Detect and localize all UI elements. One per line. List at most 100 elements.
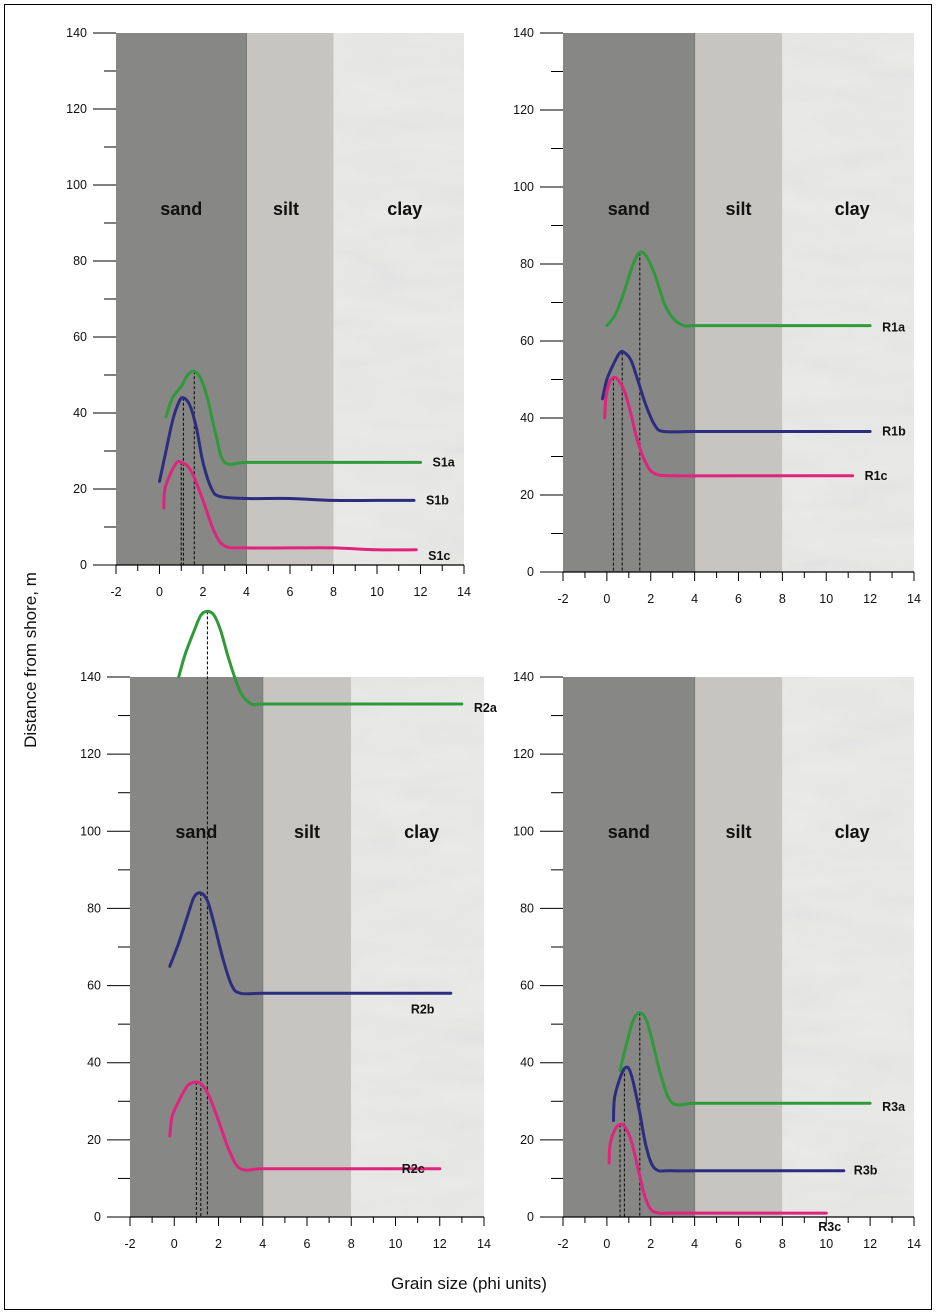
x-tick-label: 6 [287, 585, 294, 599]
x-tick-label: 8 [779, 592, 786, 606]
series-line-S1a [164, 369, 422, 466]
zone-label-clay: clay [404, 822, 439, 842]
x-tick-label: 4 [259, 1237, 266, 1251]
zone-sand-band [130, 677, 263, 1217]
zone-silt-band [246, 33, 334, 565]
series-label-R1c: R1c [865, 469, 888, 483]
x-tick-label: 14 [477, 1237, 491, 1251]
zone-label-clay: clay [835, 822, 870, 842]
x-tick-label: -2 [110, 585, 121, 599]
x-tick-label: 4 [691, 1237, 698, 1251]
zone-label-silt: silt [294, 822, 320, 842]
series-label-S1a: S1a [433, 455, 456, 469]
y-tick-label: 20 [73, 482, 87, 496]
x-tick-label: 0 [171, 1237, 178, 1251]
zone-label-clay: clay [835, 199, 870, 219]
series-label-S1c: S1c [428, 549, 450, 563]
x-tick-label: -2 [124, 1237, 135, 1251]
y-tick-label: 120 [66, 102, 87, 116]
series-line-R3a [618, 1011, 872, 1107]
x-tick-label: 2 [647, 1237, 654, 1251]
y-axis-label: Distance from shore, m [21, 572, 40, 748]
zone-clay-texture [351, 677, 484, 1217]
x-tick-label: 12 [414, 585, 428, 599]
series-label-R2c: R2c [402, 1162, 425, 1176]
x-tick-label: 0 [156, 585, 163, 599]
y-tick-label: 0 [80, 558, 87, 572]
panel-bottom-left: sand silt clay-2 0 2 4 6 8 10 12 14020406080100120… [80, 609, 498, 1251]
y-tick-label: 140 [66, 26, 87, 40]
y-tick-label: 40 [520, 411, 534, 425]
series-label-R2a: R2a [474, 701, 498, 715]
x-tick-label: 12 [863, 1237, 877, 1251]
x-tick-label: 12 [863, 592, 877, 606]
zone-label-sand: sand [608, 199, 650, 219]
x-tick-label: 8 [330, 585, 337, 599]
zone-clay-texture [782, 33, 914, 572]
series-line-R1b [601, 349, 872, 434]
y-tick-label: 120 [513, 103, 534, 117]
zone-sand-band [563, 33, 695, 572]
y-axis-label-container: Distance from shore, m [10, 0, 52, 1316]
x-tick-label: -2 [557, 1237, 568, 1251]
y-tick-label: 20 [520, 488, 534, 502]
x-tick-label: 2 [200, 585, 207, 599]
x-tick-label: 10 [370, 585, 384, 599]
y-tick-label: 80 [520, 257, 534, 271]
x-tick-label: 12 [433, 1237, 447, 1251]
y-tick-label: 60 [520, 334, 534, 348]
y-tick-label: 100 [66, 178, 87, 192]
y-tick-label: 80 [520, 901, 534, 915]
x-tick-label: 6 [304, 1237, 311, 1251]
x-tick-label: 4 [243, 585, 250, 599]
x-tick-label: 14 [907, 1237, 921, 1251]
x-axis-label: Grain size (phi units) [391, 1274, 547, 1293]
x-tick-label: 6 [735, 1237, 742, 1251]
x-tick-label: 2 [647, 592, 654, 606]
panel-bottom-right: sand silt clay-2 0 2 4 6 8 10 12 14020406080100120… [513, 670, 921, 1251]
x-tick-label: 0 [603, 1237, 610, 1251]
zone-label-sand: sand [160, 199, 202, 219]
zone-label-sand: sand [608, 822, 650, 842]
series-label-R3b: R3b [854, 1164, 878, 1178]
x-tick-label: 10 [819, 1237, 833, 1251]
x-tick-label: 2 [215, 1237, 222, 1251]
zone-clay-texture [782, 677, 914, 1217]
series-line-R3b [612, 1065, 846, 1173]
y-tick-label: 60 [73, 330, 87, 344]
series-label-R1a: R1a [882, 321, 906, 335]
series-line-S1c [162, 459, 418, 552]
series-line-R2b [168, 891, 453, 996]
y-tick-label: 0 [527, 1210, 534, 1224]
y-tick-label: 80 [73, 254, 87, 268]
zone-clay-texture [333, 33, 464, 565]
x-tick-label: 0 [603, 592, 610, 606]
y-tick-label: 0 [527, 565, 534, 579]
y-tick-label: 120 [513, 747, 534, 761]
x-tick-label: -2 [557, 592, 568, 606]
y-tick-label: 140 [513, 670, 534, 684]
zone-silt-band [694, 677, 783, 1217]
y-tick-label: 20 [520, 1133, 534, 1147]
x-tick-label: 10 [389, 1237, 403, 1251]
y-tick-label: 140 [513, 26, 534, 40]
x-tick-label: 10 [819, 592, 833, 606]
x-tick-label: 14 [907, 592, 921, 606]
series-line-S1b [158, 396, 416, 503]
zone-label-silt: silt [725, 199, 751, 219]
y-tick-label: 0 [94, 1210, 101, 1224]
y-tick-label: 60 [87, 979, 101, 993]
x-tick-label: 14 [457, 585, 471, 599]
zone-sand-band [563, 677, 695, 1217]
zone-label-silt: silt [273, 199, 299, 219]
x-tick-label: 8 [348, 1237, 355, 1251]
zone-label-silt: silt [725, 822, 751, 842]
y-tick-label: 20 [87, 1133, 101, 1147]
y-tick-label: 140 [80, 670, 101, 684]
y-tick-label: 80 [87, 901, 101, 915]
zone-silt-band [694, 33, 783, 572]
series-line-R3c [607, 1122, 828, 1215]
y-tick-label: 40 [73, 406, 87, 420]
panel-top-right: sand silt clay-2 0 2 4 6 8 10 12 14020406080100120… [513, 26, 921, 606]
